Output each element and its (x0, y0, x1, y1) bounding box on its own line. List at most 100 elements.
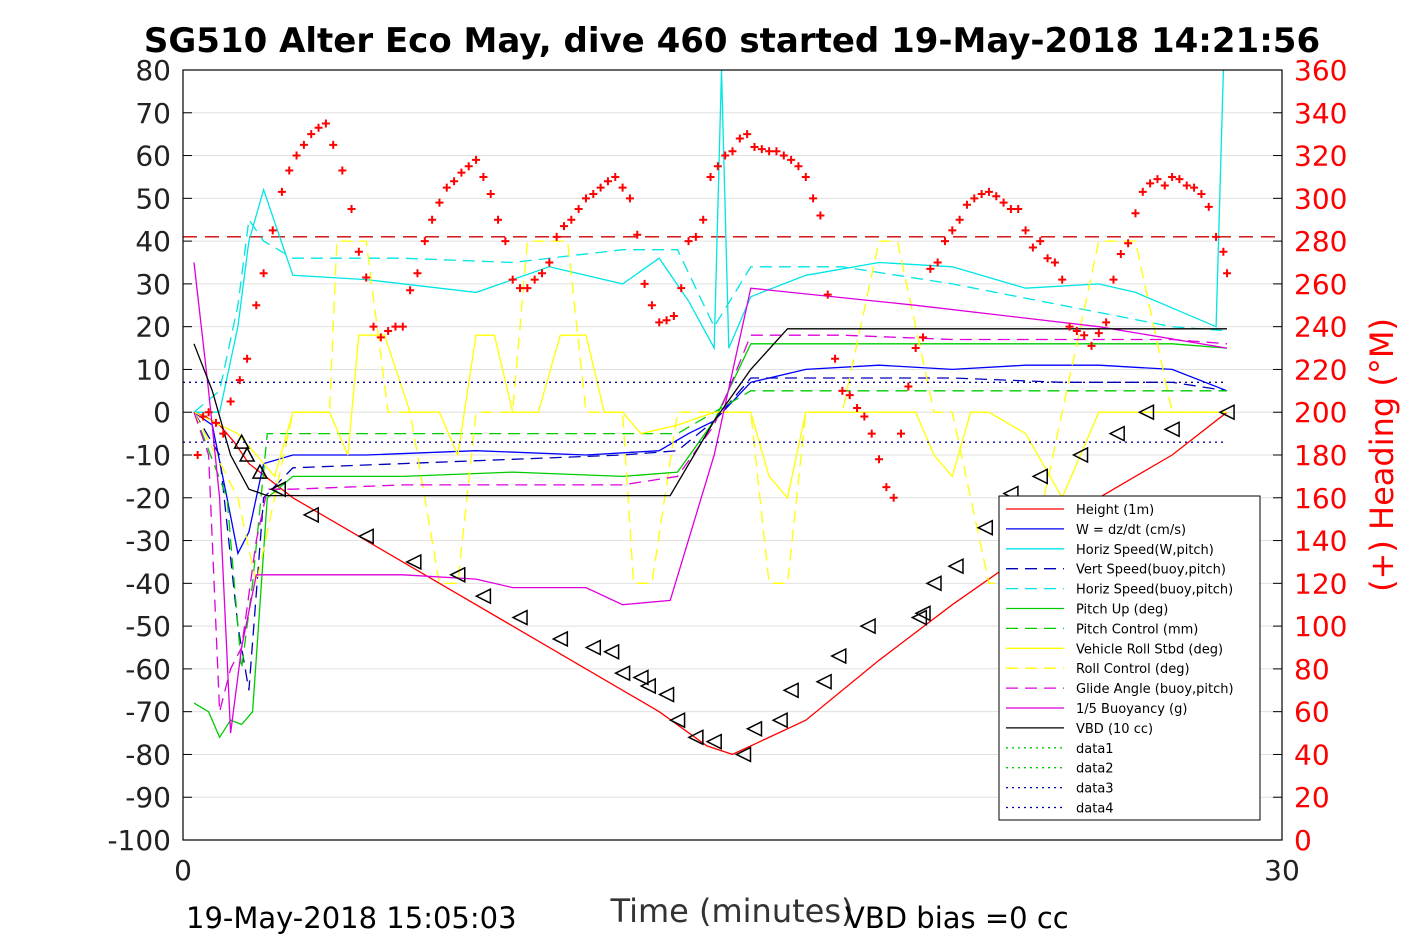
heading-point (545, 258, 554, 267)
heading-point (391, 322, 400, 331)
y-tick-label: 50 (135, 182, 171, 215)
depth-marker (771, 712, 788, 729)
heading-point (1190, 183, 1199, 192)
footer-timestamp: 19-May-2018 15:05:03 (186, 901, 517, 935)
depth-marker (357, 528, 374, 545)
heading-point (999, 198, 1008, 207)
heading-point (640, 279, 649, 288)
heading-point (1168, 172, 1177, 181)
heading-point (1197, 190, 1206, 199)
depth-marker (233, 433, 250, 449)
heading-point (252, 301, 261, 310)
y-tick-label: -100 (107, 824, 171, 857)
heading-point (918, 333, 927, 342)
depth-marker (238, 446, 256, 462)
heading-point (860, 412, 869, 421)
legend-items: Height (1m) W = dz/dt (cm/s) Horiz Speed(W… (1006, 503, 1234, 817)
y2-tick-label: 180 (1294, 439, 1347, 472)
y2-tick-label: 360 (1294, 54, 1347, 87)
heading-point (794, 162, 803, 171)
heading-point (435, 198, 444, 207)
axis-ticks: 80706050403020100-10-20-30-40-50-60-70-8… (107, 54, 1347, 887)
heading-point (662, 316, 671, 325)
depth-marker (1218, 404, 1235, 421)
heading-point (1223, 269, 1232, 278)
depth-marker (1108, 425, 1125, 442)
y2-tick-label: 100 (1294, 610, 1347, 643)
y2-tick-label: 300 (1294, 182, 1347, 215)
heading-point (1124, 239, 1133, 248)
y-tick-label: -10 (125, 439, 171, 472)
heading-point (838, 386, 847, 395)
y2-tick-label: 200 (1294, 396, 1347, 429)
heading-point (867, 429, 876, 438)
heading-point (457, 168, 466, 177)
heading-point (530, 275, 539, 284)
y-tick-label: -80 (125, 738, 171, 771)
heading-point (450, 177, 459, 186)
heading-point (1072, 326, 1081, 335)
heading-point (193, 451, 202, 459)
heading-point (1131, 209, 1140, 218)
depth-marker (976, 519, 994, 536)
series-line-6 (193, 390, 1227, 669)
heading-point (897, 429, 906, 438)
heading-point (691, 232, 700, 241)
heading-point (970, 194, 979, 203)
heading-point (398, 322, 407, 331)
heading-point (1065, 322, 1074, 331)
y2-tick-label: 260 (1294, 268, 1347, 301)
heading-point (801, 172, 810, 181)
depth-marker (551, 630, 569, 648)
heading-point (933, 258, 942, 267)
heading-point (1153, 175, 1162, 184)
y-tick-label: 60 (135, 140, 171, 173)
heading-point (1204, 202, 1213, 211)
legend-label: Vehicle Roll Stbd (deg) (1076, 642, 1223, 657)
heading-point (926, 264, 935, 273)
heading-point (823, 290, 832, 299)
depth-marker (782, 682, 799, 699)
y-tick-label: -40 (125, 567, 171, 600)
heading-point (516, 284, 525, 293)
heading-point (243, 354, 252, 363)
heading-point (955, 215, 964, 224)
depth-marker (815, 673, 832, 690)
heading-point (508, 275, 517, 284)
depth-marker (474, 587, 492, 605)
heading-point (384, 326, 393, 335)
series-line-4 (193, 217, 1228, 413)
heading-point (413, 269, 422, 278)
depth-marker (613, 664, 631, 682)
y2-tick-label: 280 (1294, 225, 1347, 258)
y2-tick-label: 20 (1294, 781, 1330, 814)
series-line-7 (193, 334, 1227, 500)
depth-marker (859, 617, 876, 635)
heading-point (259, 269, 268, 278)
depth-marker (511, 609, 528, 626)
heading-point (523, 284, 532, 293)
depth-marker (632, 669, 649, 686)
depth-marker (947, 558, 964, 575)
depth-marker (1163, 421, 1180, 438)
y-tick-label: -90 (125, 781, 171, 814)
depth-marker (1031, 468, 1048, 485)
heading-point (292, 151, 301, 160)
depth-marker (830, 647, 847, 665)
heading-point (219, 429, 228, 438)
heading-point (1028, 243, 1037, 252)
heading-point (875, 455, 884, 464)
heading-point (235, 376, 244, 385)
heading-point (816, 211, 825, 220)
heading-point (1219, 247, 1228, 256)
legend-label: W = dz/dt (cm/s) (1076, 523, 1186, 538)
heading-point (713, 162, 722, 171)
heading-point (1116, 249, 1125, 258)
heading-point (779, 151, 788, 160)
heading-point (1043, 254, 1052, 263)
depth-marker (925, 575, 942, 592)
heading-point (735, 134, 744, 143)
heading-point (464, 162, 473, 171)
heading-point (948, 226, 957, 235)
